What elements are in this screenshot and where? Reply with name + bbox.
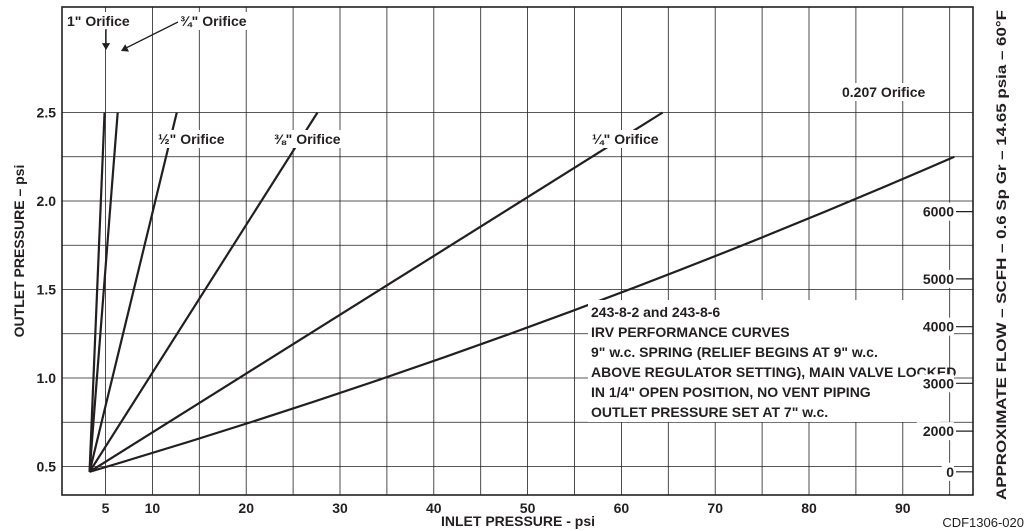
y2-tick-label: 2000 <box>923 423 954 439</box>
curve-label-background <box>272 130 348 148</box>
curves <box>88 111 955 473</box>
y2-tick-label: 3000 <box>923 375 954 391</box>
y-tick-label: 1.5 <box>37 282 57 298</box>
y-tick-label: 1.0 <box>37 370 57 386</box>
curve-label: ½" Orifice <box>158 131 225 147</box>
curve-label: ¼" Orifice <box>592 131 659 147</box>
x-axis-title: INLET PRESSURE - psi <box>441 513 595 529</box>
y2-tick-background <box>916 317 954 336</box>
y2-tick-background <box>916 202 954 221</box>
y2-tick-label: 0 <box>946 464 954 480</box>
curve-label-background <box>178 12 256 30</box>
orifice-curve <box>88 112 178 473</box>
x-tick-label: 80 <box>801 500 817 516</box>
curve-label-background <box>590 130 666 148</box>
curve-labels: 1" Orifice ¾" Orifice ½" Orifice ⅜" Orifice… <box>65 12 940 148</box>
note-line: OUTLET PRESSURE SET AT 7" w.c. <box>591 404 828 420</box>
y-tick-label: 2.5 <box>37 105 57 121</box>
y2-axis-title: APPROXIMATE FLOW – SCFH – 0.6 Sp Gr – 14… <box>994 10 1009 500</box>
curve-label: 1" Orifice <box>67 13 130 29</box>
note-background <box>588 300 940 422</box>
note-line: ABOVE REGULATOR SETTING), MAIN VALVE LOC… <box>591 364 956 380</box>
y2-tick-background <box>916 422 954 441</box>
orifice-curve <box>88 112 106 472</box>
x-tick-label: 40 <box>426 500 442 516</box>
plot-frame <box>61 6 974 496</box>
y2-tick-background <box>916 269 954 288</box>
curve-label-background <box>65 12 136 30</box>
axis-titles: INLET PRESSURE - psi OUTLET PRESSURE – ps… <box>11 10 1024 530</box>
note-line: IN 1/4" OPEN POSITION, NO VENT PIPING <box>591 384 871 400</box>
note-line: 243-8-2 and 243-8-6 <box>591 304 720 320</box>
y-axis-title: OUTLET PRESSURE – psi <box>11 165 27 338</box>
x-tick-label: 50 <box>520 500 536 516</box>
leader-3-4in <box>123 21 179 50</box>
y2-tick-label: 6000 <box>923 204 954 220</box>
y-tick-label: 2.0 <box>37 193 57 209</box>
curve-label-background <box>156 130 232 148</box>
orifice-curve <box>88 111 664 473</box>
x-tick-label: 20 <box>238 500 254 516</box>
leader-1in-arrow <box>101 43 111 50</box>
orifice-curve <box>89 155 955 473</box>
orifice-curve <box>88 111 319 473</box>
figure-credit: CDF1306-020 <box>942 515 1024 530</box>
x-tick-label: 60 <box>614 500 630 516</box>
note-line: 9" w.c. SPRING (RELIEF BEGINS AT 9" w.c. <box>591 344 878 360</box>
y-tick-label: 0.5 <box>37 459 57 475</box>
curve-label: 0.207 Orifice <box>842 84 925 100</box>
y2-tick-label: 4000 <box>923 319 954 335</box>
orifice-curve <box>88 112 119 472</box>
x-tick-label: 70 <box>707 500 723 516</box>
x-tick-label: 90 <box>895 500 911 516</box>
y2-tick-background <box>916 374 954 393</box>
curve-label: ⅜" Orifice <box>274 131 341 147</box>
curve-label: ¾" Orifice <box>180 13 247 29</box>
x-tick-label: 10 <box>145 500 161 516</box>
leader-3-4in-arrow <box>121 44 129 52</box>
note-line: IRV PERFORMANCE CURVES <box>591 324 790 340</box>
axis-ticks: 5 10 20 30 40 50 60 70 80 90 0.5 1.0 1.5 2.0 2.5 0 2000 3… <box>37 105 973 516</box>
curve-label-background <box>840 83 940 101</box>
x-tick-label: 5 <box>102 500 110 516</box>
y2-tick-background <box>941 462 954 481</box>
performance-note: 243-8-2 and 243-8-6 IRV PERFORMANCE CURVE… <box>588 300 956 422</box>
x-tick-label: 30 <box>332 500 348 516</box>
y2-tick-label: 5000 <box>923 271 954 287</box>
